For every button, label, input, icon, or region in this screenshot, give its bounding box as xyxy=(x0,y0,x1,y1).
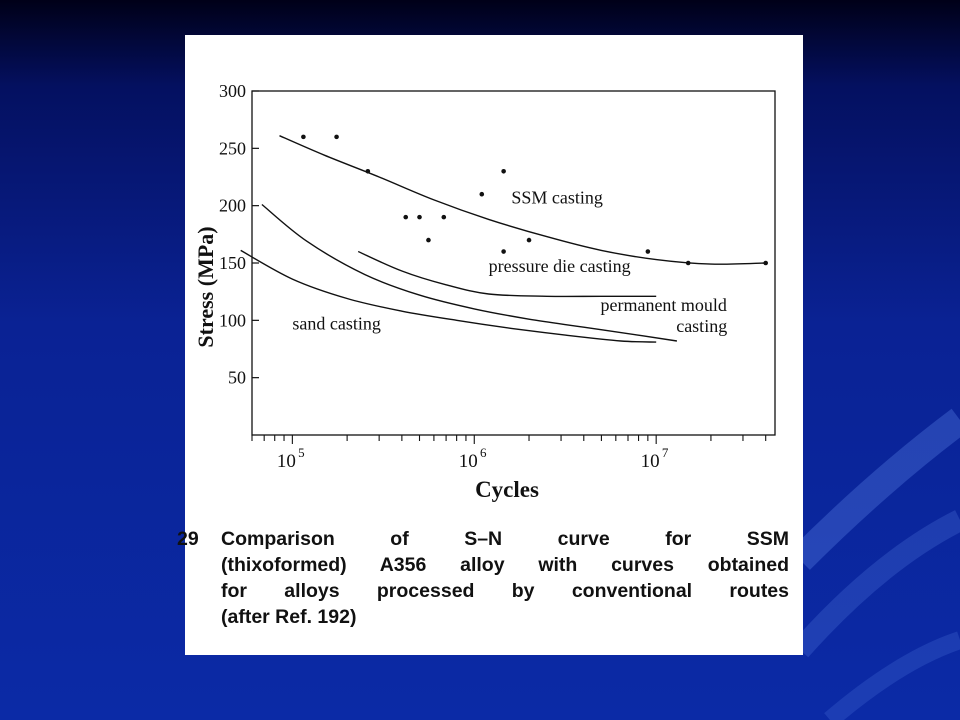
series-line-permanent-mould-casting xyxy=(261,203,678,342)
data-point xyxy=(479,191,485,197)
caption-line-2: (thixoformed) A356 alloy with curves obt… xyxy=(221,554,789,576)
data-point xyxy=(426,237,431,243)
data-point xyxy=(403,214,409,220)
caption-line-3: for alloys processed by conventional rou… xyxy=(221,580,789,602)
y-tick-label-250: 250 xyxy=(219,138,246,158)
figure-panel: 50 100 150 200 250 300 10 5 10 6 10 7 SSM casting pr… xyxy=(177,35,803,655)
x-tick-label: 10 xyxy=(459,451,478,472)
series-label-pressure-die-casting: pressure die casting xyxy=(489,256,631,276)
series-label-permanent-mould: permanent mould xyxy=(600,295,726,315)
y-tick-label-200: 200 xyxy=(219,196,246,216)
y-tick-label-100: 100 xyxy=(219,310,246,330)
series-label-ssm-casting: SSM casting xyxy=(511,187,603,207)
y-axis-label: Stress (MPa) xyxy=(193,226,218,347)
data-point xyxy=(417,214,422,220)
data-point xyxy=(501,168,506,174)
series-label-sand-casting: sand casting xyxy=(292,314,380,334)
x-tick-label: 10 xyxy=(277,451,296,472)
caption-line-4: (after Ref. 192) xyxy=(221,606,357,628)
y-tick-label-50: 50 xyxy=(228,368,246,388)
figure-number: 29 xyxy=(177,528,199,550)
x-tick-label: 10 xyxy=(641,451,660,472)
series-line-pressure-die-casting xyxy=(357,250,657,298)
series-label-casting: casting xyxy=(676,316,727,336)
x-axis-label: Cycles xyxy=(475,477,539,502)
data-point xyxy=(526,237,532,243)
data-point xyxy=(334,134,339,140)
x-tick-exponent: 6 xyxy=(480,445,487,460)
data-point xyxy=(763,260,768,266)
x-tick-exponent: 7 xyxy=(662,445,669,460)
data-point xyxy=(645,249,651,254)
y-tick-label-300: 300 xyxy=(219,81,246,101)
series-line-ssm-casting xyxy=(279,135,766,265)
y-tick-label-150: 150 xyxy=(219,253,246,273)
data-point xyxy=(365,168,371,174)
caption-line-1: Comparison of S–N curve for SSM xyxy=(221,528,789,550)
series-line-sand-casting xyxy=(240,249,657,343)
data-point xyxy=(501,249,506,254)
x-tick-exponent: 5 xyxy=(298,445,305,460)
data-point xyxy=(301,134,306,140)
data-point xyxy=(685,260,691,266)
data-point xyxy=(441,214,447,220)
